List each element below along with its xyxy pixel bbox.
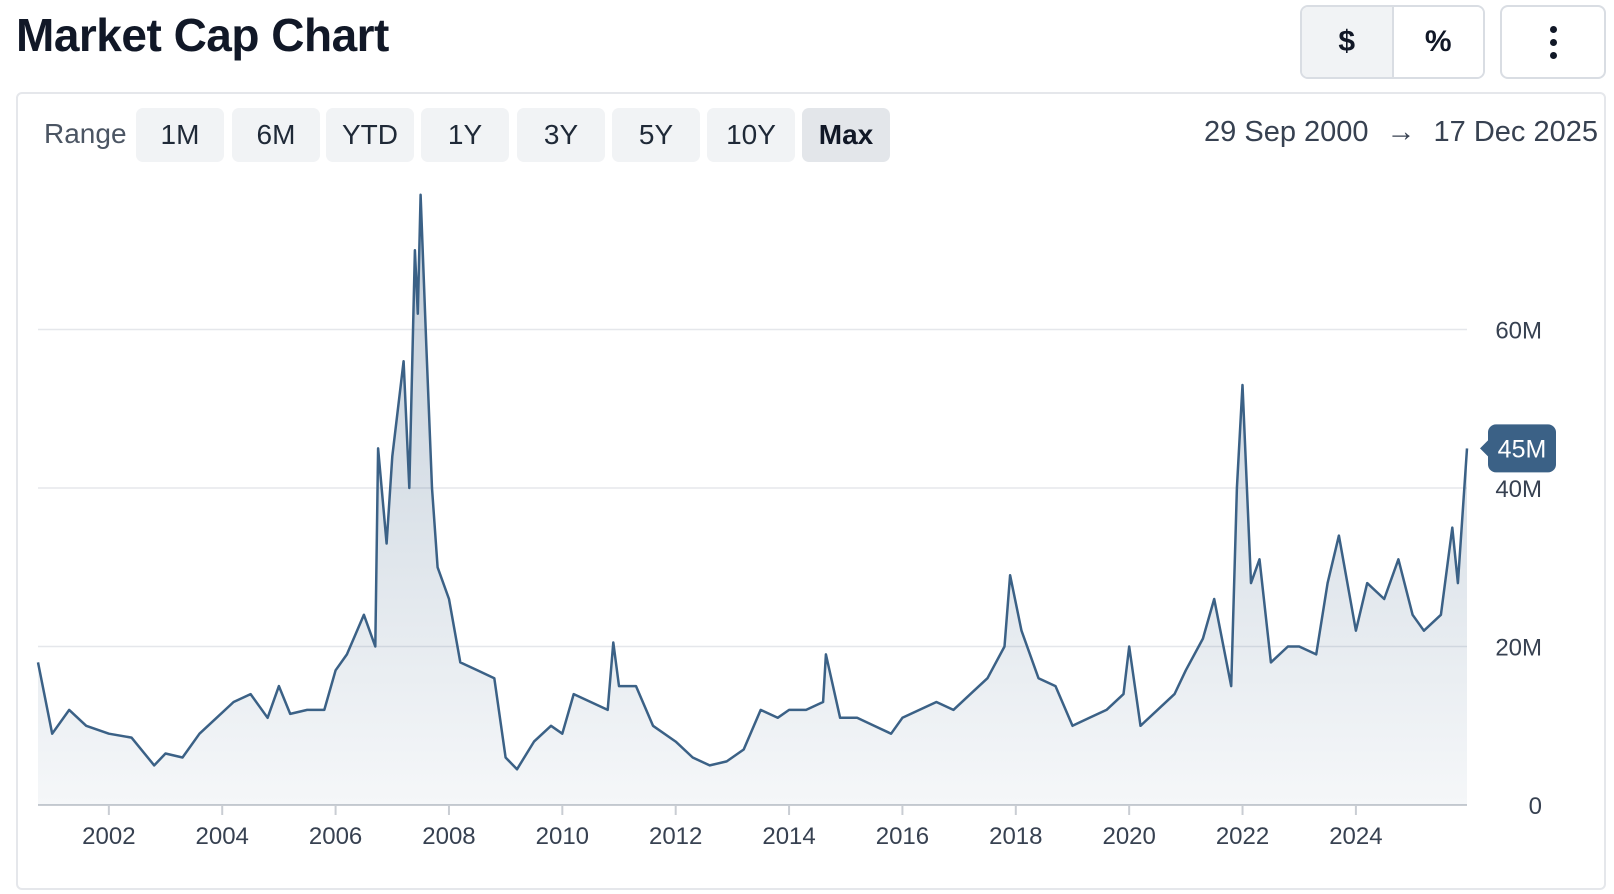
y-tick-label: 60M <box>1495 318 1542 345</box>
last-value-badge-bg <box>1488 424 1556 473</box>
x-tick-label: 2018 <box>989 823 1042 850</box>
range-button-10y[interactable]: 10Y <box>707 108 795 162</box>
y-tick-label: 40M <box>1495 476 1542 503</box>
more-vertical-icon <box>1549 25 1557 59</box>
percent-toggle-button[interactable]: % <box>1391 7 1483 77</box>
more-options-button[interactable] <box>1500 5 1606 79</box>
area-fill <box>38 194 1467 806</box>
badge-pointer <box>1480 438 1490 459</box>
x-tick-label: 2006 <box>309 823 362 850</box>
area-series <box>36 193 1469 806</box>
x-tick-label: 2004 <box>196 823 249 850</box>
y-tick-label: 20M <box>1495 635 1542 662</box>
range-button-1m[interactable]: 1M <box>136 108 224 162</box>
x-tick-label: 2020 <box>1102 823 1155 850</box>
y-tick-label: 0 <box>1529 793 1542 820</box>
range-button-6m[interactable]: 6M <box>232 108 320 162</box>
x-tick-label: 2002 <box>82 823 135 850</box>
last-value-label: 45M <box>1498 435 1547 463</box>
axes: 0 20M 40M 60M 2002 2004 2006 2008 2010 2012 2014 20… <box>82 318 1542 850</box>
x-tick-label: 2024 <box>1329 823 1382 850</box>
currency-percent-toggle: $ % <box>1300 5 1485 79</box>
date-range-display: 29 Sep 2000 → 17 Dec 2025 <box>1204 116 1598 149</box>
range-button-5y[interactable]: 5Y <box>612 108 700 162</box>
market-cap-line[interactable] <box>36 193 1469 771</box>
range-label: Range <box>44 118 127 149</box>
dollar-toggle-button[interactable]: $ <box>1302 7 1392 77</box>
range-button-ytd[interactable]: YTD <box>326 108 414 162</box>
range-button-1y[interactable]: 1Y <box>421 108 509 162</box>
x-tick-label: 2008 <box>422 823 475 850</box>
x-tick-label: 2022 <box>1216 823 1269 850</box>
page-title: Market Cap Chart <box>16 9 389 61</box>
x-tick-label: 2016 <box>876 823 929 850</box>
x-tick-label: 2012 <box>649 823 702 850</box>
x-tick-label: 2010 <box>536 823 589 850</box>
range-button-3y[interactable]: 3Y <box>517 108 605 162</box>
arrow-right-icon: → <box>1386 116 1416 148</box>
range-button-max[interactable]: Max <box>802 108 890 162</box>
x-tick-label: 2014 <box>762 823 815 850</box>
end-date[interactable]: 17 Dec 2025 <box>1433 116 1598 148</box>
last-value-badge: 45M <box>1480 424 1556 473</box>
start-date[interactable]: 29 Sep 2000 <box>1204 116 1369 148</box>
